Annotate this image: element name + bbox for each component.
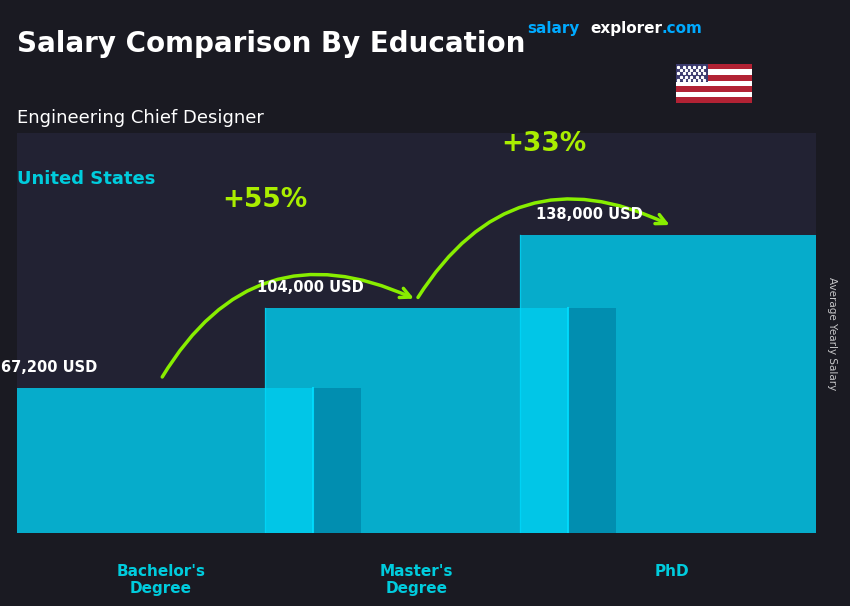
Text: PhD: PhD [654, 564, 689, 579]
Text: 104,000 USD: 104,000 USD [257, 281, 364, 296]
Bar [676, 64, 752, 69]
Text: Bachelor's
Degree: Bachelor's Degree [116, 564, 206, 596]
Text: +55%: +55% [222, 187, 308, 213]
Bar [676, 98, 752, 103]
Text: Master's
Degree: Master's Degree [380, 564, 453, 596]
Text: United States: United States [17, 170, 156, 188]
Text: Engineering Chief Designer: Engineering Chief Designer [17, 109, 264, 127]
Text: Average Yearly Salary: Average Yearly Salary [827, 277, 837, 390]
Polygon shape [824, 235, 850, 533]
Text: 67,200 USD: 67,200 USD [1, 360, 97, 375]
Text: .com: .com [661, 21, 702, 36]
Bar [520, 235, 824, 533]
Bar [676, 64, 708, 82]
Bar [676, 75, 752, 81]
Polygon shape [313, 388, 360, 533]
Bar [676, 69, 752, 75]
Text: 138,000 USD: 138,000 USD [536, 207, 643, 222]
Bar [9, 388, 313, 533]
Text: Salary Comparison By Education: Salary Comparison By Education [17, 30, 525, 58]
Text: +33%: +33% [502, 131, 587, 157]
Text: salary: salary [527, 21, 580, 36]
Polygon shape [569, 308, 616, 533]
Bar [676, 92, 752, 98]
Text: explorer: explorer [591, 21, 663, 36]
Bar [676, 81, 752, 86]
Bar [676, 86, 752, 92]
Bar [264, 308, 569, 533]
